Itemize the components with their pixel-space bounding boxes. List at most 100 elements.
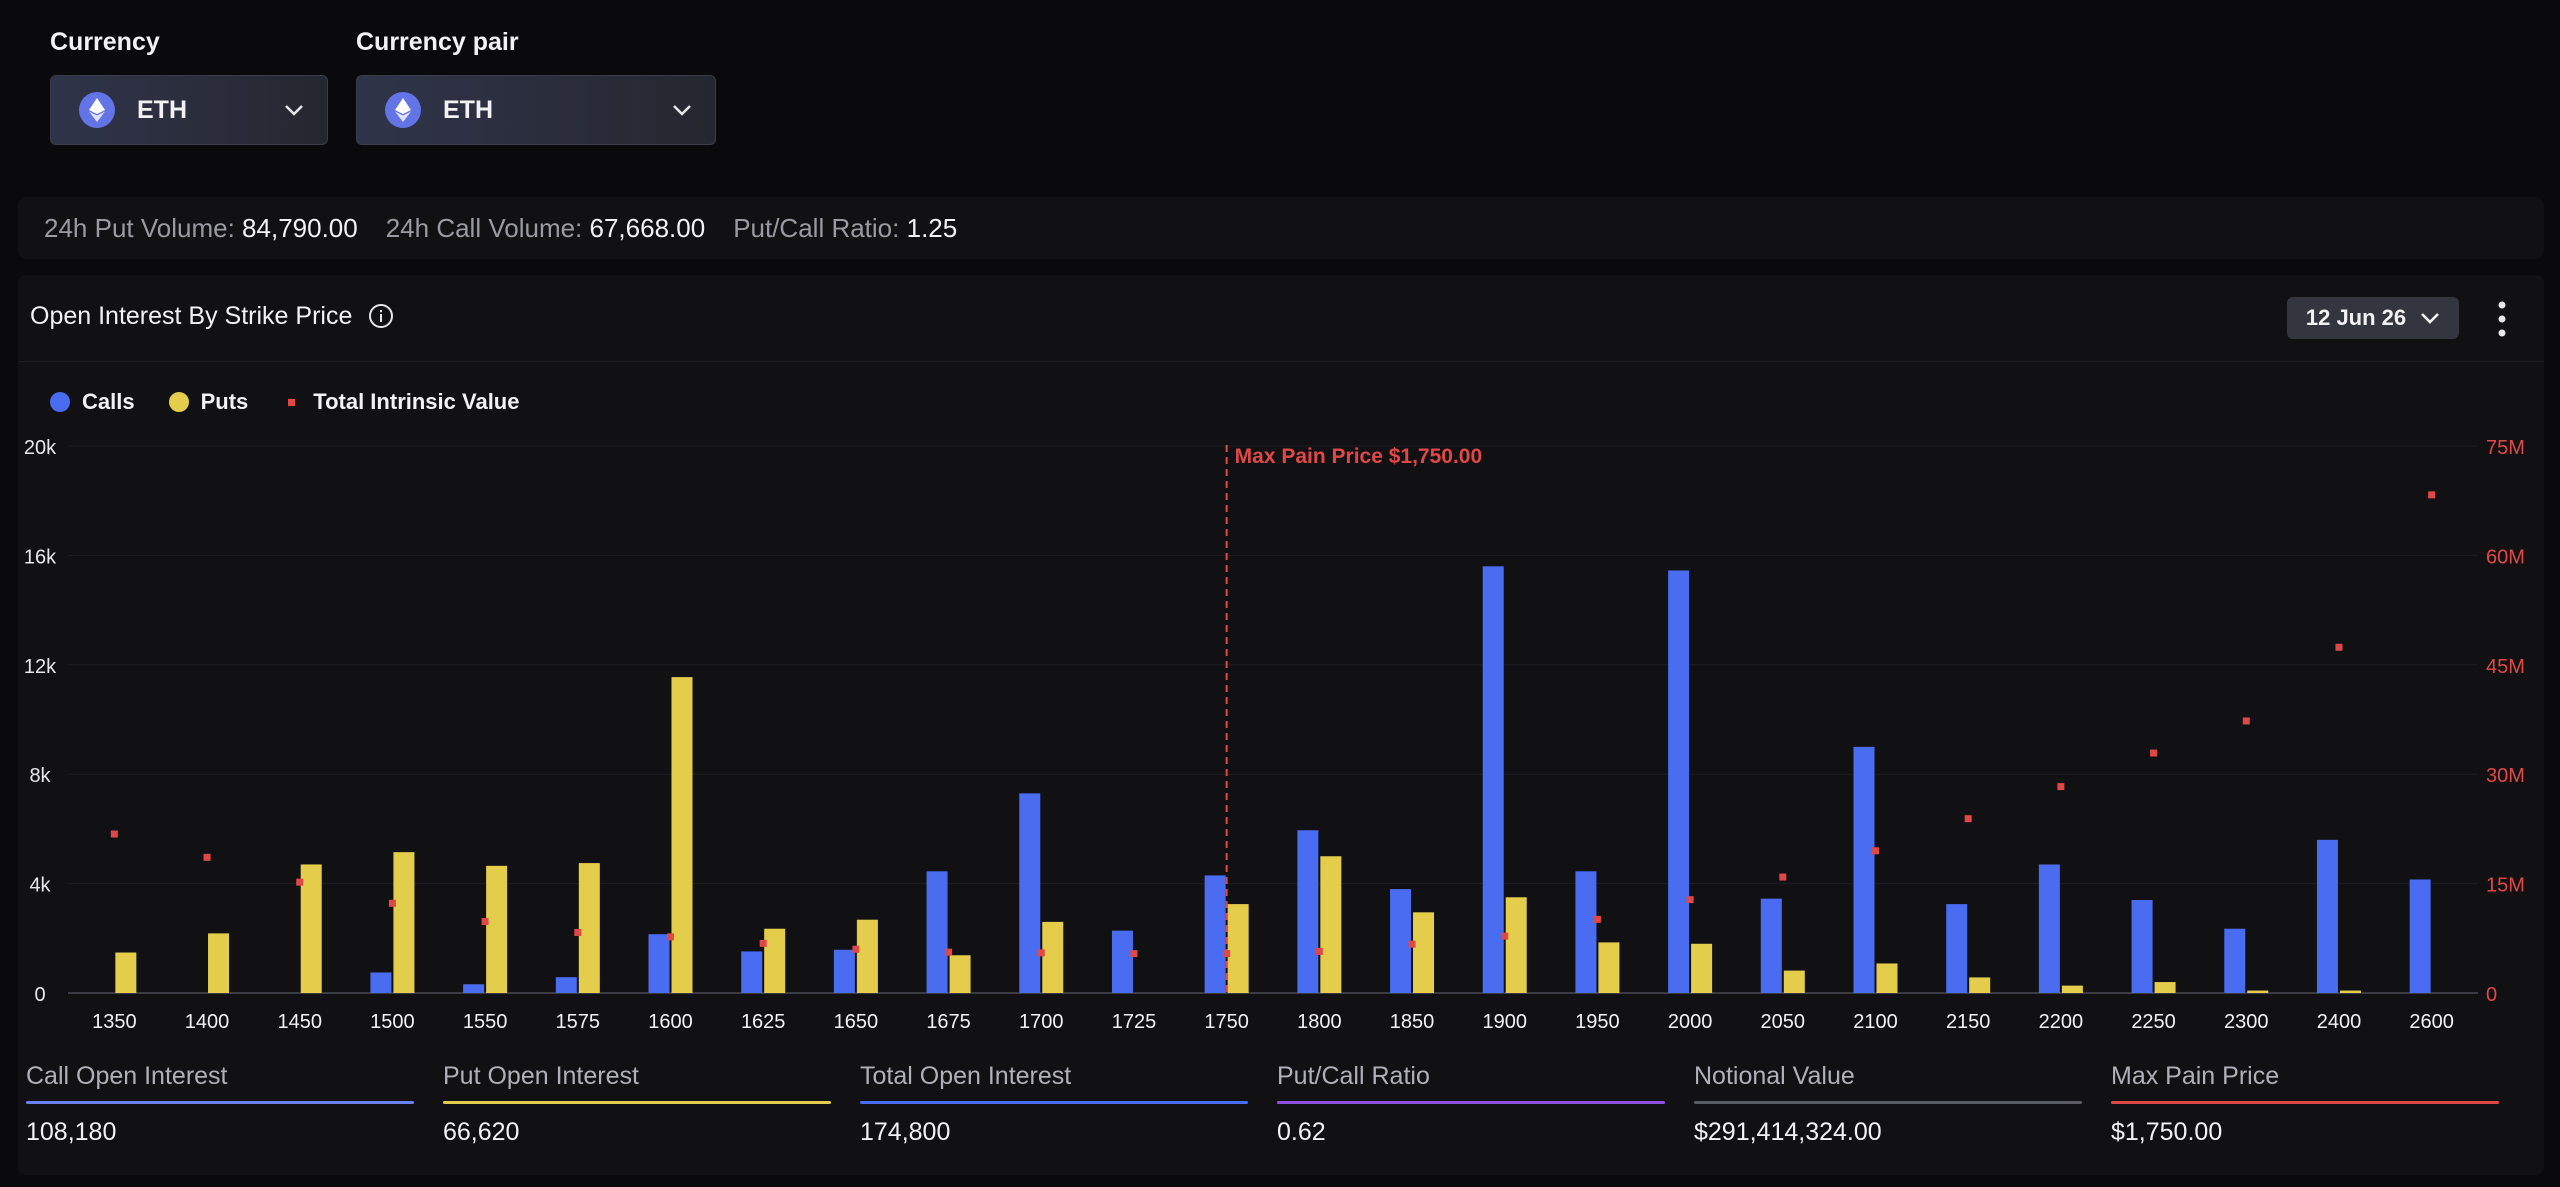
chart-legend: Calls Puts Total Intrinsic Value [50, 389, 553, 415]
x-tick-label: 2150 [1946, 1011, 1991, 1033]
metric-put-open-interest: Put Open Interest 66,620 [443, 1062, 831, 1147]
x-tick-label: 1625 [741, 1011, 786, 1033]
legend-puts-marker [168, 392, 189, 412]
put-bar [1691, 943, 1713, 993]
put-bar [1783, 970, 1805, 993]
put-bar [856, 919, 878, 993]
intrinsic-value-point [481, 918, 489, 926]
x-tick-label: 2300 [2224, 1011, 2269, 1033]
put-bar [115, 952, 137, 993]
y-left-tick-label: 16k [24, 546, 57, 568]
x-tick-label: 2050 [1761, 1011, 1806, 1033]
eth-icon [385, 92, 421, 128]
put-bar [2061, 985, 2083, 993]
call-bar [1760, 898, 1782, 993]
call-bar [1204, 875, 1226, 993]
y-left-tick-label: 4k [29, 875, 51, 897]
intrinsic-value-point [110, 830, 118, 838]
intrinsic-value-point [1408, 940, 1416, 948]
put-bar [671, 677, 693, 993]
put-bar [949, 955, 971, 993]
x-tick-label: 2600 [2409, 1011, 2454, 1033]
legend-calls[interactable]: Calls [50, 389, 135, 415]
y-left-tick-label: 20k [24, 437, 57, 459]
info-icon[interactable] [368, 303, 394, 329]
metric-put-call-ratio: Put/Call Ratio 0.62 [1277, 1062, 1665, 1147]
call-bar [1111, 930, 1133, 993]
put-bar [1413, 912, 1435, 993]
volume-stats-bar: 24h Put Volume: 84,790.00 24h Call Volum… [18, 197, 2544, 259]
intrinsic-value-point [1779, 873, 1787, 881]
metric-underline [860, 1101, 1248, 1104]
call-volume-stat: 24h Call Volume: 67,668.00 [385, 212, 706, 243]
call-bar [1019, 793, 1041, 993]
max-pain-label: Max Pain Price $1,750.00 [1235, 445, 1483, 468]
x-tick-label: 2200 [2039, 1011, 2084, 1033]
metrics-row: Call Open Interest 108,180 Put Open Inte… [26, 1062, 2499, 1147]
intrinsic-value-point [574, 928, 582, 936]
put-bar [208, 933, 230, 993]
more-options-icon[interactable] [2496, 299, 2508, 339]
panel-title: Open Interest By Strike Price [30, 302, 353, 330]
call-bar [1575, 871, 1597, 993]
intrinsic-value-point [2242, 717, 2250, 725]
intrinsic-value-point [1593, 915, 1601, 923]
metric-total-open-interest: Total Open Interest 174,800 [860, 1062, 1248, 1147]
y-right-tick-label: 30M [2486, 765, 2525, 787]
intrinsic-value-point [388, 899, 396, 907]
put-bar [1042, 921, 1064, 993]
put-bar [393, 852, 415, 993]
panel-header: Open Interest By Strike Price 12 Jun 26 [18, 275, 2544, 362]
x-tick-label: 1950 [1575, 1011, 1620, 1033]
legend-intrinsic[interactable]: Total Intrinsic Value [282, 389, 519, 415]
expiry-date-label: 12 Jun 26 [2305, 305, 2407, 330]
x-tick-label: 1350 [92, 1011, 137, 1033]
chevron-down-icon [285, 105, 303, 116]
intrinsic-value-point [2428, 491, 2436, 499]
call-bar [2131, 900, 2153, 993]
expiry-date-select[interactable]: 12 Jun 26 [2287, 297, 2459, 339]
eth-icon [79, 92, 115, 128]
currency-pair-select[interactable]: ETH [356, 75, 716, 145]
legend-puts-label: Puts [200, 389, 249, 414]
x-tick-label: 1850 [1390, 1011, 1435, 1033]
x-tick-label: 1700 [1019, 1011, 1064, 1033]
intrinsic-value-point [1130, 950, 1138, 958]
intrinsic-value-point [1501, 932, 1509, 940]
currency-group: Currency ETH [50, 28, 328, 145]
call-bar [1390, 889, 1412, 993]
x-tick-label: 1600 [648, 1011, 693, 1033]
x-tick-label: 1675 [926, 1011, 971, 1033]
call-bar [1853, 746, 1875, 993]
x-tick-label: 1900 [1482, 1011, 1527, 1033]
y-left-tick-label: 8k [29, 765, 51, 787]
intrinsic-value-point [1686, 896, 1694, 904]
metric-underline [443, 1101, 831, 1104]
call-bar [741, 951, 763, 993]
currency-pair-value: ETH [443, 95, 493, 124]
intrinsic-value-point [296, 878, 304, 886]
currency-pair-group: Currency pair ETH [356, 28, 716, 145]
selector-row: Currency ETH Currency pair ETH [50, 28, 716, 145]
call-bar [1946, 904, 1968, 993]
x-tick-label: 1500 [370, 1011, 415, 1033]
put-bar [2339, 990, 2361, 993]
x-tick-label: 1550 [463, 1011, 508, 1033]
call-bar [926, 871, 948, 993]
y-right-tick-label: 60M [2486, 546, 2525, 568]
metric-underline [1277, 1101, 1665, 1104]
put-call-ratio-stat: Put/Call Ratio: 1.25 [733, 212, 958, 243]
call-bar [2409, 879, 2431, 993]
put-bar [1876, 963, 1898, 993]
put-bar [1320, 856, 1342, 993]
intrinsic-value-point [2057, 783, 2065, 791]
x-tick-label: 2250 [2131, 1011, 2176, 1033]
call-bar [555, 977, 577, 993]
intrinsic-value-point [759, 939, 767, 947]
currency-label: Currency [50, 28, 160, 56]
call-bar [1297, 830, 1319, 993]
metric-notional-value: Notional Value $291,414,324.00 [1694, 1062, 2082, 1147]
put-bar [578, 863, 600, 993]
currency-select[interactable]: ETH [50, 75, 328, 145]
legend-puts[interactable]: Puts [168, 389, 249, 415]
